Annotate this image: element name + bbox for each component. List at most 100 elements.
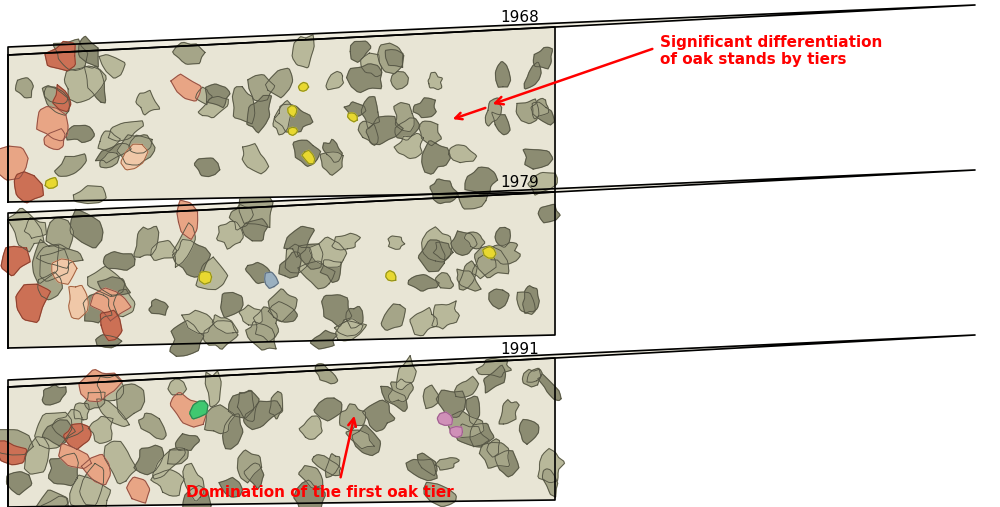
Polygon shape xyxy=(284,227,314,258)
Polygon shape xyxy=(129,135,152,153)
Polygon shape xyxy=(8,27,555,202)
Polygon shape xyxy=(524,62,541,89)
Polygon shape xyxy=(223,414,243,449)
Polygon shape xyxy=(395,118,420,140)
Polygon shape xyxy=(40,249,69,281)
Polygon shape xyxy=(44,87,68,104)
Polygon shape xyxy=(96,143,131,163)
Polygon shape xyxy=(97,376,124,401)
Polygon shape xyxy=(151,469,184,496)
Polygon shape xyxy=(242,143,269,174)
Polygon shape xyxy=(269,391,283,419)
Polygon shape xyxy=(136,90,160,115)
Polygon shape xyxy=(98,131,120,152)
Polygon shape xyxy=(422,227,452,262)
Polygon shape xyxy=(177,200,198,239)
Polygon shape xyxy=(499,400,519,424)
Polygon shape xyxy=(100,310,122,341)
Polygon shape xyxy=(45,42,75,71)
Polygon shape xyxy=(232,87,255,124)
Polygon shape xyxy=(212,315,238,333)
Polygon shape xyxy=(1,246,30,276)
Polygon shape xyxy=(299,416,322,439)
Polygon shape xyxy=(394,102,414,131)
Polygon shape xyxy=(54,39,88,70)
Polygon shape xyxy=(386,271,396,281)
Polygon shape xyxy=(422,141,450,174)
Polygon shape xyxy=(396,356,416,390)
Polygon shape xyxy=(172,239,210,277)
Polygon shape xyxy=(83,294,112,323)
Polygon shape xyxy=(88,416,113,444)
Polygon shape xyxy=(37,106,68,141)
Polygon shape xyxy=(134,227,159,257)
Polygon shape xyxy=(413,98,436,118)
Polygon shape xyxy=(489,289,509,309)
Polygon shape xyxy=(495,62,510,87)
Polygon shape xyxy=(408,275,439,291)
Polygon shape xyxy=(39,496,68,507)
Polygon shape xyxy=(436,390,466,417)
Polygon shape xyxy=(302,151,315,164)
Polygon shape xyxy=(265,272,278,288)
Polygon shape xyxy=(217,222,243,249)
Polygon shape xyxy=(104,441,137,484)
Polygon shape xyxy=(97,399,129,426)
Polygon shape xyxy=(151,240,177,261)
Polygon shape xyxy=(52,410,83,439)
Polygon shape xyxy=(472,255,496,279)
Polygon shape xyxy=(538,374,561,401)
Polygon shape xyxy=(244,463,264,489)
Polygon shape xyxy=(362,400,395,431)
Polygon shape xyxy=(244,401,282,429)
Polygon shape xyxy=(170,393,206,427)
Polygon shape xyxy=(532,102,554,125)
Polygon shape xyxy=(45,177,57,189)
Text: Domination of the first oak tier: Domination of the first oak tier xyxy=(186,485,454,500)
Polygon shape xyxy=(8,208,44,252)
Polygon shape xyxy=(418,240,445,272)
Polygon shape xyxy=(66,125,94,142)
Polygon shape xyxy=(108,121,143,141)
Polygon shape xyxy=(64,66,106,103)
Polygon shape xyxy=(25,437,49,474)
Polygon shape xyxy=(419,121,441,146)
Polygon shape xyxy=(309,237,347,267)
Polygon shape xyxy=(116,384,145,420)
Polygon shape xyxy=(121,144,148,170)
Polygon shape xyxy=(229,205,253,230)
Polygon shape xyxy=(90,288,131,321)
Polygon shape xyxy=(288,105,297,117)
Polygon shape xyxy=(268,289,297,322)
Polygon shape xyxy=(288,127,297,135)
Polygon shape xyxy=(253,307,278,342)
Polygon shape xyxy=(388,236,405,249)
Polygon shape xyxy=(350,41,371,62)
Polygon shape xyxy=(199,271,212,284)
Polygon shape xyxy=(265,68,293,98)
Polygon shape xyxy=(182,310,214,334)
Polygon shape xyxy=(248,75,275,101)
Polygon shape xyxy=(347,64,382,92)
Polygon shape xyxy=(16,78,33,98)
Polygon shape xyxy=(183,463,204,501)
Polygon shape xyxy=(448,145,477,163)
Polygon shape xyxy=(42,420,75,446)
Polygon shape xyxy=(69,285,88,319)
Polygon shape xyxy=(361,53,382,77)
Polygon shape xyxy=(340,404,366,430)
Polygon shape xyxy=(332,233,360,250)
Polygon shape xyxy=(171,74,201,101)
Polygon shape xyxy=(299,465,323,488)
Polygon shape xyxy=(432,301,459,329)
Polygon shape xyxy=(516,99,539,124)
Polygon shape xyxy=(0,146,28,180)
Polygon shape xyxy=(344,102,366,117)
Polygon shape xyxy=(195,158,220,176)
Polygon shape xyxy=(455,424,489,447)
Polygon shape xyxy=(149,299,168,315)
Polygon shape xyxy=(79,37,98,67)
Polygon shape xyxy=(239,305,262,325)
Polygon shape xyxy=(81,454,110,485)
Polygon shape xyxy=(326,71,343,90)
